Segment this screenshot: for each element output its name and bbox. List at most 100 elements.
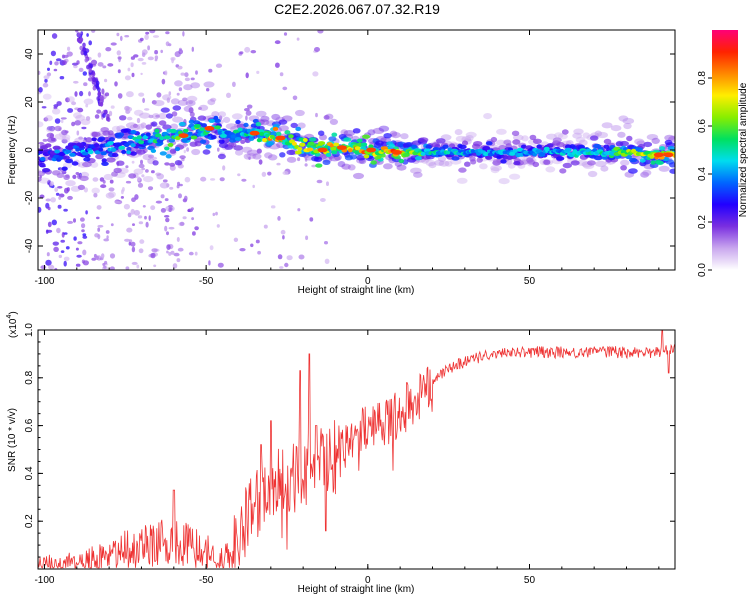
snr-multiplier-exp: 4 [6, 315, 13, 319]
noise-dot [218, 115, 223, 121]
ridge-cell [337, 161, 346, 168]
ridge-cell [383, 163, 393, 170]
noise-dot [77, 241, 83, 245]
ridge-cell [490, 165, 502, 172]
snr-plot-area [38, 330, 675, 569]
ridge-cell [390, 132, 401, 139]
artefact-dot [89, 63, 94, 69]
ridge-cell [628, 168, 638, 174]
ridge-cell [646, 134, 659, 141]
ridge-cell [162, 124, 172, 130]
ridge-cell [152, 113, 160, 120]
snr-multiplier-base: (x10 [8, 318, 19, 338]
noise-dot [245, 72, 249, 79]
noise-dot [124, 35, 130, 38]
ridge-cell [573, 128, 584, 135]
noise-dot [176, 258, 181, 263]
ridge-cell [288, 134, 294, 139]
noise-dot [147, 186, 154, 191]
y-tick-label: -40 [24, 238, 35, 253]
noise-dot [184, 176, 191, 183]
ridge-cell [123, 143, 130, 148]
noise-dot [256, 70, 260, 74]
ridge-cell [343, 130, 355, 137]
ridge-cell [325, 113, 334, 120]
ridge-cell [643, 141, 653, 148]
noise-dot [190, 207, 194, 211]
noise-dot [156, 125, 161, 128]
noise-dot [142, 97, 146, 103]
artefact-dot [97, 91, 102, 96]
ridge-cell [538, 151, 546, 156]
y-tick-label: 0.6 [24, 418, 35, 432]
noise-dot [38, 206, 42, 213]
noise-dot [57, 204, 62, 209]
ridge-cell [139, 112, 151, 119]
artefact-dot [99, 101, 104, 107]
ridge-cell [655, 160, 664, 165]
artefact-dot [106, 113, 110, 119]
noise-dot [284, 262, 289, 268]
ridge-peak [653, 152, 664, 158]
noise-dot [177, 65, 183, 70]
noise-dot [164, 198, 169, 202]
ridge-cell [347, 164, 356, 171]
ridge-cell [79, 144, 85, 149]
noise-dot [102, 262, 106, 267]
ridge-cell [349, 154, 358, 160]
noise-dot [49, 60, 53, 65]
noise-dot [178, 49, 183, 55]
ridge-cell [561, 129, 569, 135]
noise-dot [156, 92, 162, 98]
noise-dot [76, 130, 80, 136]
ridge-cell [130, 151, 137, 156]
ridge-cell [617, 131, 626, 138]
ridge-cell [278, 119, 288, 125]
ridge-cell [562, 162, 572, 169]
ridge-cell [455, 135, 467, 142]
ridge-cell [57, 156, 64, 160]
noise-dot [108, 187, 115, 192]
ridge-cell [91, 137, 97, 142]
ridge-cell [600, 165, 609, 172]
noise-dot [151, 170, 155, 174]
noise-dot [108, 110, 113, 117]
noise-dot [82, 233, 87, 237]
ridge-cell [73, 112, 82, 119]
ridge-cell [107, 141, 115, 146]
ridge-cell [620, 159, 630, 166]
ridge-cell [302, 138, 308, 142]
noise-dot [101, 253, 105, 259]
ridge-cell [74, 120, 82, 126]
noise-dot [131, 261, 138, 265]
noise-dot [41, 106, 47, 109]
ridge-cell [174, 146, 181, 152]
noise-dot [125, 165, 129, 169]
noise-dot [86, 33, 89, 37]
ridge-cell [101, 158, 107, 163]
artefact-dot [86, 64, 90, 70]
artefact-dot [77, 32, 81, 37]
noise-dot [148, 154, 154, 159]
noise-dot [60, 239, 65, 243]
ridge-cell [331, 150, 338, 155]
noise-dot [97, 227, 101, 232]
noise-dot [152, 35, 160, 38]
noise-dot [101, 88, 105, 95]
noise-dot [257, 250, 261, 255]
ridge-cell [83, 157, 91, 162]
noise-dot [245, 115, 248, 121]
noise-dot [81, 229, 85, 233]
ridge-cell [512, 139, 521, 145]
noise-dot [78, 67, 84, 72]
noise-dot [67, 46, 71, 51]
noise-dot [45, 259, 52, 266]
noise-dot [65, 97, 70, 103]
ridge-cell [331, 132, 338, 137]
noise-dot [326, 181, 329, 186]
spectrogram-ridge [38, 80, 675, 212]
ridge-cell [594, 155, 603, 161]
noise-dot [63, 208, 68, 212]
ridge-cell [556, 141, 565, 148]
